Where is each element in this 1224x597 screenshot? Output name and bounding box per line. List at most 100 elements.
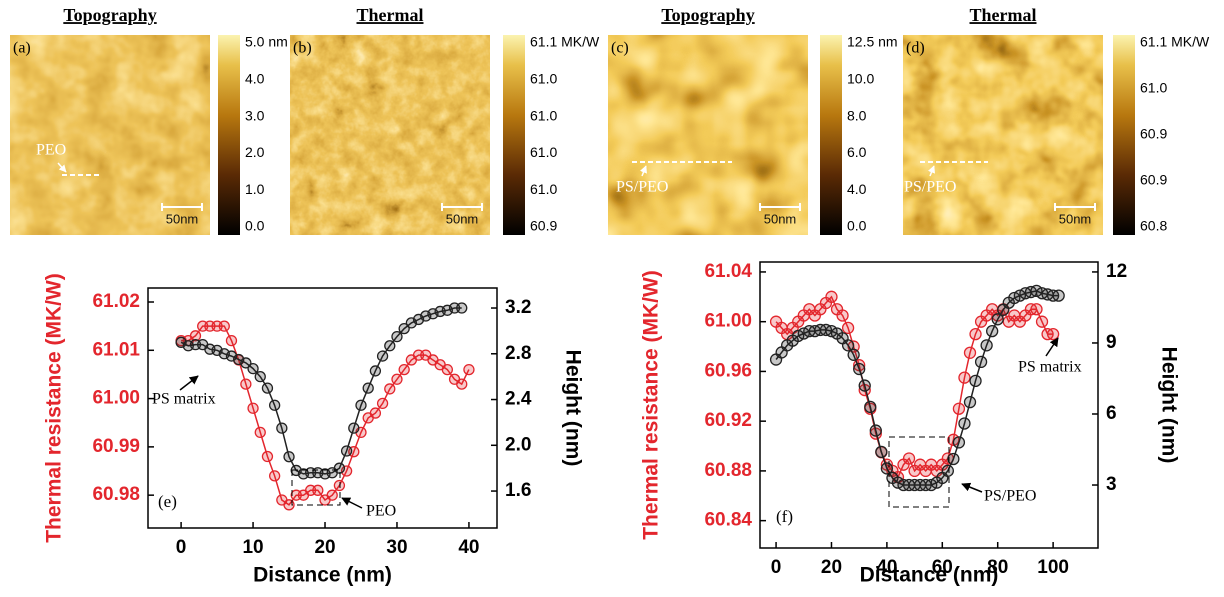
y-tick-label: 60.92 [704, 410, 752, 431]
scale-bar [441, 203, 483, 211]
series-line [775, 290, 1059, 486]
colorbar-label: 60.8 [1140, 218, 1167, 234]
data-point [986, 324, 999, 338]
colorbar-label: 2.0 [245, 144, 265, 160]
panel-title: Topography [661, 5, 754, 25]
data-point [398, 322, 410, 335]
colorbar-label: 4.0 [847, 181, 867, 197]
data-point [276, 422, 288, 434]
y2-tick-label: 1.6 [505, 480, 531, 501]
data-point [958, 371, 971, 384]
x-tick-label: 0 [771, 557, 782, 578]
y-tick-label: 60.96 [704, 360, 752, 381]
colorbar-label: 61.0 [530, 181, 557, 197]
data-point [340, 445, 353, 457]
x-tick-label: 80 [987, 557, 1008, 578]
data-point [875, 445, 888, 459]
panel-label: (e) [158, 492, 177, 511]
data-point [254, 371, 266, 383]
scale-bar-label: 50nm [1059, 211, 1092, 226]
annotation: PS matrix [1018, 359, 1082, 376]
data-point [261, 382, 274, 394]
afm-image [290, 35, 490, 235]
panel-title: Thermal [970, 5, 1037, 25]
data-point [958, 417, 971, 430]
x-tick-label: 20 [821, 557, 842, 578]
panel-title: Topography [63, 5, 156, 25]
highlight-box [291, 469, 341, 506]
data-point [283, 451, 295, 463]
scale-bar-label: 50nm [764, 211, 797, 226]
afm-image [903, 35, 1103, 235]
y2-axis-label: Height (nm) [1157, 347, 1180, 464]
panel-label: (c) [611, 40, 629, 57]
y-tick-label: 60.84 [704, 510, 752, 531]
x-tick-label: 30 [386, 537, 407, 558]
data-point [841, 321, 855, 335]
series-line [180, 307, 462, 475]
data-point [362, 382, 374, 394]
data-point [853, 362, 866, 376]
x-tick-label: 20 [314, 537, 335, 558]
data-point [240, 378, 252, 390]
y-tick-label: 61.00 [704, 311, 752, 332]
plot-frame [759, 261, 1099, 549]
data-point [969, 327, 982, 341]
data-point [189, 330, 202, 342]
colorbar-label: 61.1 MK/W [530, 34, 600, 50]
y2-tick-label: 12 [1106, 261, 1127, 282]
colorbar-label: 61.0 [530, 107, 557, 123]
colorbar-label: 10.0 [847, 71, 874, 87]
data-point [847, 348, 860, 361]
data-point [348, 422, 360, 434]
marker-label: PS/PEO [616, 179, 668, 196]
data-point [376, 350, 389, 362]
panel-label: (f) [776, 507, 793, 526]
y2-tick-label: 3 [1106, 474, 1117, 495]
data-point [836, 309, 849, 322]
data-point [391, 373, 403, 385]
data-point [980, 339, 993, 352]
panel-title: Thermal [357, 5, 424, 25]
data-point [254, 426, 266, 439]
data-point [880, 462, 894, 475]
x-tick-label: 0 [176, 537, 187, 558]
highlight-box [888, 436, 950, 508]
data-point [441, 363, 453, 376]
data-point [952, 402, 966, 415]
arrow [1045, 337, 1059, 357]
arrow [928, 165, 935, 177]
panel-label: (a) [13, 40, 31, 57]
colorbar-label: 61.0 [530, 144, 557, 160]
data-point [247, 402, 259, 414]
y2-tick-label: 2.0 [505, 434, 531, 455]
y-axis-label: Thermal resistance (MK/W) [43, 273, 66, 543]
data-point [333, 462, 346, 474]
colorbar [1113, 35, 1135, 235]
data-point [391, 330, 403, 343]
data-point [1035, 315, 1049, 328]
colorbar-label: 5.0 nm [245, 34, 288, 50]
data-point [869, 424, 882, 437]
data-point [369, 365, 382, 377]
data-point [941, 464, 954, 477]
data-point [261, 450, 274, 463]
data-point [841, 339, 855, 352]
colorbar-label: 6.0 [847, 144, 867, 160]
colorbar-label: 61.1 MK/W [1140, 34, 1210, 50]
data-point [952, 436, 966, 449]
data-point [376, 397, 389, 410]
y-tick-label: 61.01 [92, 339, 140, 360]
y2-tick-label: 9 [1106, 332, 1117, 353]
data-point [384, 383, 396, 395]
y-axis-label: Thermal resistance (MK/W) [640, 270, 663, 540]
data-point [240, 357, 252, 369]
x-axis-label: Distance (nm) [253, 564, 392, 587]
afm-panels: Topography (a) 50nm PEO 5.0 nm 4.0 3.0 2.0 1.0 0.… [10, 5, 1210, 235]
data-point [974, 355, 988, 369]
data-point [247, 362, 259, 375]
data-point [456, 302, 468, 314]
data-point [326, 489, 338, 501]
data-point [369, 407, 382, 419]
